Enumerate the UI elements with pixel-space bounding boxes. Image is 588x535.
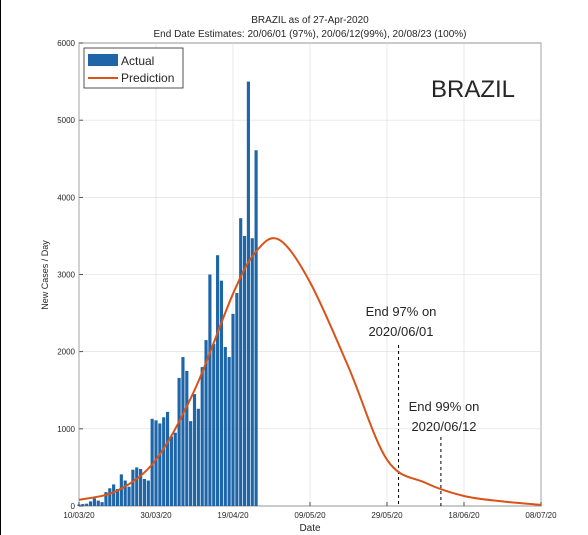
y-axis-label: New Cases / Day (40, 240, 50, 310)
actual-bar (108, 488, 112, 506)
actual-bar (142, 478, 147, 506)
legend-swatch-actual (88, 54, 118, 66)
actual-bar (115, 489, 120, 506)
actual-bar (88, 501, 93, 506)
annotation-97-line2: 2020/06/01 (368, 324, 433, 339)
y-tick-label: 4000 (57, 193, 75, 202)
left-border (0, 0, 1, 535)
chart-title: BRAZIL as of 27-Apr-2020 (251, 15, 369, 26)
actual-bar (204, 340, 208, 506)
actual-bar (196, 408, 200, 506)
x-tick-label: 08/07/20 (525, 511, 557, 520)
y-tick-label: 3000 (57, 271, 75, 280)
annotation-97-line1: End 97% on (366, 304, 437, 319)
actual-bar (185, 370, 189, 506)
actual-bar (223, 347, 227, 506)
actual-bar (154, 420, 158, 506)
actual-bar (77, 504, 81, 506)
x-tick-labels: 10/03/20 30/03/20 19/04/20 09/05/20 29/05/20… (63, 511, 557, 520)
legend-label-actual: Actual (121, 54, 154, 68)
x-tick-label: 29/05/20 (371, 511, 403, 520)
actual-bar (119, 474, 123, 506)
actual-bar (177, 377, 181, 506)
y-tick-label: 2000 (57, 348, 75, 357)
actual-bar (200, 367, 204, 506)
actual-bar (104, 492, 108, 506)
actual-bar (239, 218, 243, 506)
actual-bar (135, 467, 139, 506)
actual-bar (231, 313, 235, 506)
actual-bar (162, 417, 166, 506)
actual-bar (96, 500, 100, 506)
x-axis-label: Date (299, 523, 321, 534)
y-tick-label: 5000 (57, 116, 75, 125)
legend: Actual Prediction (83, 47, 184, 89)
x-tick-label: 19/04/20 (217, 511, 249, 520)
x-tick-label: 18/06/20 (448, 511, 480, 520)
y-tick-label: 0 (71, 502, 76, 511)
country-label: BRAZIL (431, 76, 515, 103)
actual-bar (189, 421, 193, 506)
actual-bar (146, 480, 150, 506)
actual-bar (250, 238, 254, 506)
actual-bar (85, 503, 89, 506)
y-tick-label: 1000 (57, 425, 75, 434)
actual-bar (158, 423, 162, 506)
actual-bar (150, 418, 154, 506)
actual-bar (181, 357, 185, 506)
actual-bar (165, 411, 170, 506)
annotation-99-line2: 2020/06/12 (411, 419, 476, 434)
actual-bar (219, 280, 224, 506)
chart-subtitle: End Date Estimates: 20/06/01 (97%), 20/0… (154, 29, 467, 40)
actual-bar (254, 150, 258, 507)
actual-bar (112, 484, 116, 506)
actual-bar (92, 498, 96, 506)
actual-bar (208, 274, 212, 506)
actual-bars (77, 81, 258, 507)
annotation-lines (398, 345, 442, 506)
legend-label-prediction: Prediction (121, 71, 174, 85)
actual-bar (123, 480, 127, 506)
actual-bar (81, 504, 85, 506)
actual-bar (173, 432, 177, 506)
actual-bar (192, 394, 197, 506)
prediction-line (78, 237, 542, 506)
y-tick-label: 6000 (57, 39, 75, 48)
actual-bar (242, 235, 247, 506)
actual-bar (235, 293, 239, 506)
actual-bar (127, 486, 131, 506)
actual-bar (246, 81, 250, 506)
annotation-99-line1: End 99% on (409, 399, 480, 414)
actual-bar (139, 468, 143, 506)
actual-bar (131, 469, 135, 506)
actual-bar (227, 357, 231, 506)
actual-bar (169, 436, 173, 506)
actual-bar (212, 343, 216, 506)
grid (78, 42, 542, 507)
x-tick-label: 10/03/20 (63, 511, 95, 520)
y-tick-labels: 0 1000 2000 3000 4000 5000 6000 (57, 39, 75, 511)
x-tick-label: 09/05/20 (294, 511, 326, 520)
actual-bar (100, 502, 104, 506)
actual-bar (216, 255, 220, 506)
x-tick-label: 30/03/20 (140, 511, 172, 520)
